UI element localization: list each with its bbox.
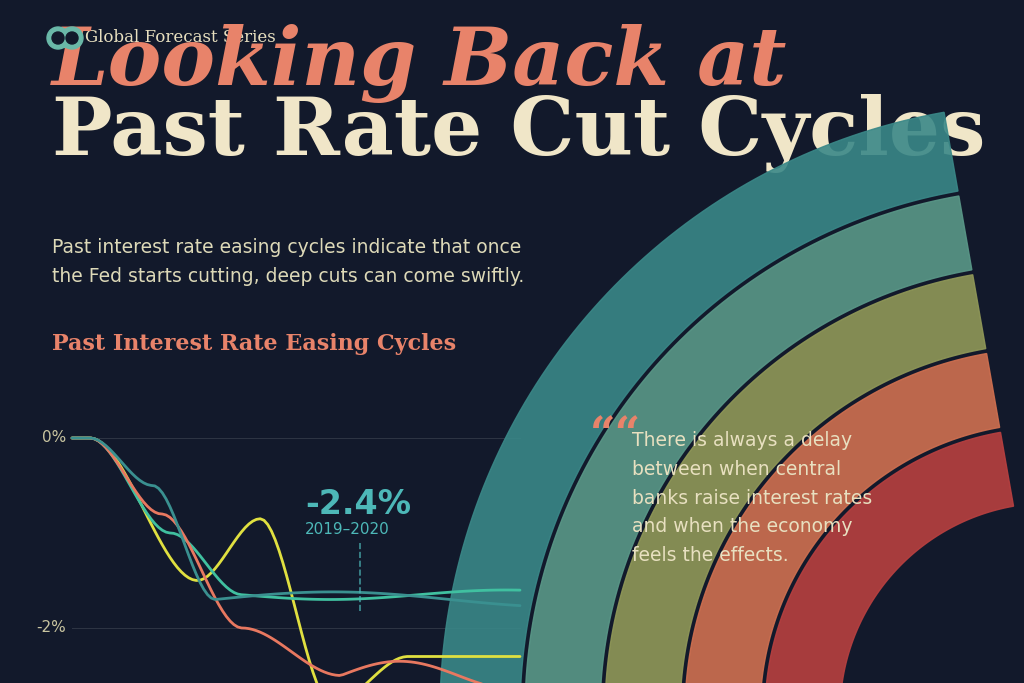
Circle shape [61, 27, 83, 49]
Text: 0%: 0% [42, 430, 66, 445]
Polygon shape [685, 354, 999, 683]
Text: There is always a delay
between when central
banks raise interest rates
and when: There is always a delay between when cen… [632, 431, 872, 565]
Text: 2019–2020: 2019–2020 [305, 522, 390, 537]
Circle shape [52, 32, 63, 44]
Polygon shape [605, 275, 986, 683]
Text: Global Forecast Series: Global Forecast Series [85, 29, 275, 46]
Circle shape [47, 27, 69, 49]
Polygon shape [765, 432, 1014, 683]
Text: -2%: -2% [36, 620, 66, 635]
Text: Past interest rate easing cycles indicate that once
the Fed starts cutting, deep: Past interest rate easing cycles indicat… [52, 238, 524, 285]
Polygon shape [525, 196, 972, 683]
Text: Past Rate Cut Cycles: Past Rate Cut Cycles [52, 94, 985, 173]
Text: Looking Back at: Looking Back at [52, 24, 787, 103]
Text: Past Interest Rate Easing Cycles: Past Interest Rate Easing Cycles [52, 333, 456, 355]
Text: -2.4%: -2.4% [305, 488, 411, 522]
Polygon shape [440, 112, 958, 683]
Text: ““: ““ [590, 415, 641, 458]
Circle shape [66, 32, 78, 44]
